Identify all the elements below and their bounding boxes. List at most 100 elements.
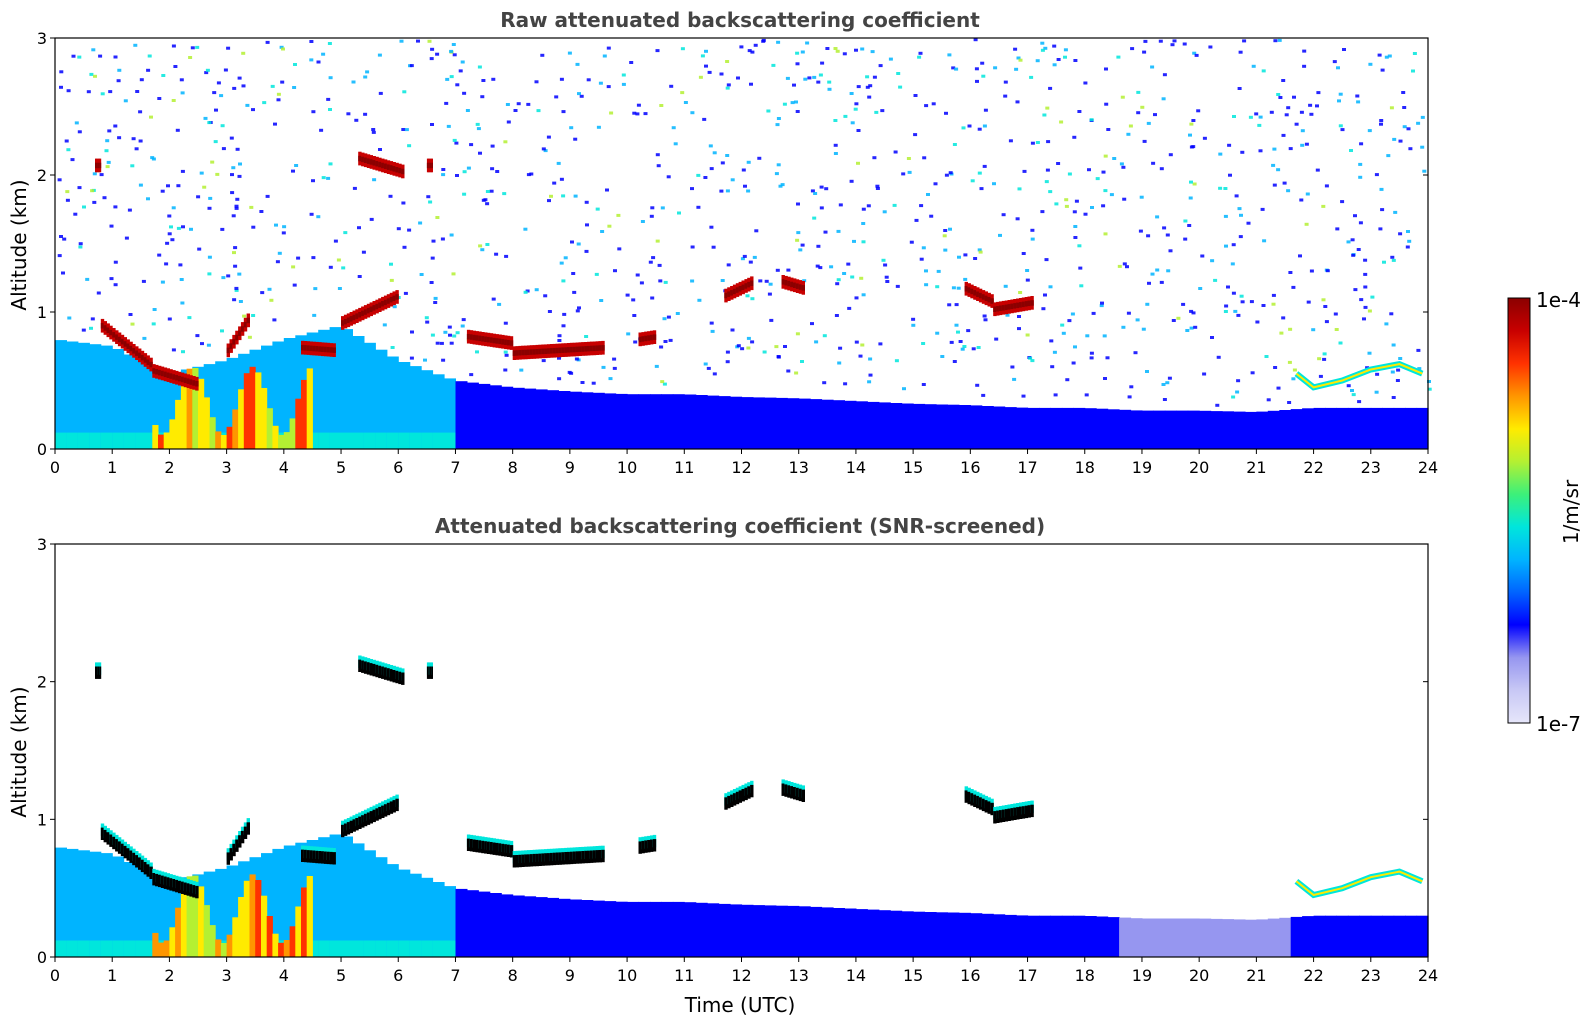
noise-speck: [559, 177, 564, 181]
noise-speck: [854, 48, 858, 52]
noise-speck: [1240, 150, 1245, 154]
cloud-masked: [489, 842, 494, 855]
surface-layer-column: [341, 940, 353, 957]
noise-speck: [238, 300, 243, 303]
noise-speck: [1353, 214, 1357, 218]
cloud-core: [1021, 301, 1026, 308]
noise-speck: [561, 194, 566, 198]
noise-speck: [820, 61, 825, 65]
cloud-masked: [232, 843, 236, 857]
noise-speck: [188, 56, 193, 59]
noise-speck: [149, 115, 153, 119]
noise-speck: [543, 149, 548, 153]
noise-speck: [516, 102, 521, 106]
aerosol-layer-line: [1294, 360, 1424, 391]
cloud-core: [512, 350, 517, 356]
noise-speck: [1104, 67, 1108, 71]
boundary-layer-column: [1336, 407, 1349, 449]
noise-speck: [378, 91, 383, 95]
noise-speck: [270, 84, 275, 88]
surface-layer-column: [375, 432, 388, 449]
noise-speck: [441, 173, 446, 177]
cloud-core: [589, 345, 594, 352]
noise-speck: [1233, 309, 1238, 313]
cloud-masked: [569, 851, 574, 865]
noise-speck: [1101, 204, 1106, 208]
cloud-core: [109, 329, 113, 336]
cloud-masked: [389, 669, 394, 682]
noise-speck: [157, 253, 162, 257]
noise-speck: [215, 172, 220, 176]
cloud-core: [973, 290, 977, 296]
noise-speck: [895, 284, 900, 288]
noise-speck: [1103, 377, 1107, 380]
surface-layer-column: [398, 940, 411, 957]
noise-speck: [865, 75, 870, 79]
cloud-core: [318, 346, 322, 352]
boundary-layer-column: [1119, 409, 1132, 449]
aerosol-column: [163, 432, 170, 449]
noise-speck: [1346, 240, 1351, 244]
noise-speck: [1187, 224, 1192, 227]
noise-speck: [1171, 319, 1176, 322]
noise-speck: [1304, 142, 1309, 146]
noise-speck: [389, 278, 394, 282]
cloud-core: [96, 162, 99, 169]
cloud-core: [967, 287, 971, 293]
noise-speck: [1308, 103, 1313, 107]
cloud-masked: [180, 881, 185, 894]
cloud-masked: [375, 664, 379, 678]
noise-speck: [706, 366, 711, 370]
noise-speck: [497, 302, 502, 306]
cloud-masked: [306, 850, 311, 863]
cloud-core: [243, 321, 248, 328]
cloud-core: [180, 376, 185, 383]
noise-speck: [237, 76, 242, 80]
noise-speck: [810, 189, 815, 193]
noise-speck: [57, 254, 62, 258]
noise-speck: [1065, 378, 1070, 382]
noise-speck: [1420, 145, 1425, 149]
boundary-layer-column: [558, 898, 571, 957]
noise-speck: [104, 149, 109, 153]
boundary-layer-column: [752, 397, 765, 449]
cloud-masked: [309, 850, 313, 863]
noise-speck: [867, 380, 872, 384]
cloud-masked: [301, 849, 305, 862]
noise-speck: [973, 38, 978, 42]
noise-speck: [138, 183, 143, 187]
noise-speck: [712, 151, 717, 155]
noise-speck: [1136, 90, 1141, 94]
x-tick-label: 15: [903, 966, 923, 985]
noise-speck: [233, 246, 238, 250]
cloud-masked: [383, 667, 388, 680]
colorbar-min-label: 1e-7: [1536, 712, 1581, 736]
noise-speck: [433, 296, 438, 300]
boundary-layer-column: [810, 399, 823, 449]
noise-speck: [1112, 157, 1117, 160]
noise-speck: [237, 174, 242, 178]
noise-speck: [878, 64, 883, 68]
cloud-masked: [572, 851, 577, 864]
cloud-core: [341, 320, 345, 326]
boundary-layer-column: [981, 913, 994, 957]
noise-speck: [1030, 228, 1035, 232]
cloud-core: [558, 347, 562, 354]
noise-speck: [896, 72, 901, 75]
noise-speck: [942, 234, 947, 238]
boundary-layer-column: [1393, 407, 1406, 449]
noise-speck: [221, 276, 226, 280]
noise-speck: [1141, 327, 1146, 331]
cloud-masked: [801, 789, 805, 802]
noise-speck: [141, 279, 146, 283]
surface-layer-column: [432, 940, 445, 957]
noise-speck: [1227, 143, 1232, 147]
cloud-masked: [987, 801, 991, 814]
noise-speck: [439, 341, 444, 345]
noise-speck: [743, 184, 747, 188]
surface-layer-column: [89, 940, 102, 957]
cloud-masked: [1021, 806, 1026, 819]
cloud-core: [126, 343, 130, 349]
noise-speck: [956, 286, 961, 290]
aerosol-column: [306, 876, 313, 957]
